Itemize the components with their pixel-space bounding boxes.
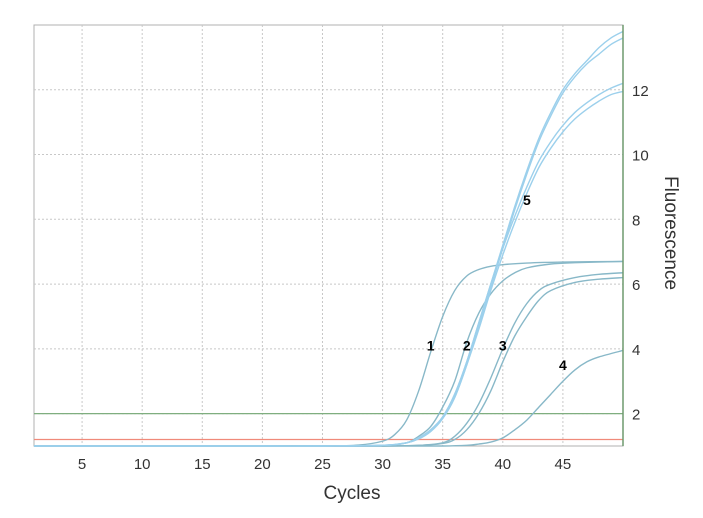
curve-labels: 1 2 3 4 5 [427, 192, 567, 373]
curve-label-3: 3 [499, 338, 507, 354]
x-tick-label: 45 [555, 456, 572, 473]
y-axis-title: Fluorescence [660, 176, 681, 290]
series-curves [33, 30, 624, 447]
y-tick-labels: 2 4 6 8 10 12 [632, 83, 649, 424]
curve-label-5: 5 [523, 192, 531, 208]
y-tick-label: 12 [632, 83, 649, 100]
x-tick-label: 30 [374, 456, 391, 473]
curve-label-1: 1 [427, 338, 435, 354]
x-tick-label: 20 [254, 456, 271, 473]
y-tick-label: 6 [632, 277, 640, 294]
y-tick-label: 2 [632, 407, 640, 424]
x-tick-label: 25 [314, 456, 331, 473]
y-tick-label: 4 [632, 342, 640, 359]
y-tick-label: 8 [632, 212, 640, 229]
x-tick-labels: 5 10 15 20 25 30 35 40 45 [78, 456, 571, 473]
plot-frame [33, 24, 624, 447]
x-tick-label: 5 [78, 456, 86, 473]
x-tick-label: 40 [494, 456, 511, 473]
curve-label-2: 2 [463, 338, 471, 354]
x-tick-label: 15 [194, 456, 211, 473]
threshold-lines [34, 412, 623, 441]
x-tick-label: 10 [134, 456, 151, 473]
x-axis-title: Cycles [323, 483, 380, 504]
x-tick-label: 35 [434, 456, 451, 473]
y-tick-label: 10 [632, 148, 649, 165]
curve-label-4: 4 [559, 357, 567, 373]
series-line-5 [33, 90, 624, 447]
